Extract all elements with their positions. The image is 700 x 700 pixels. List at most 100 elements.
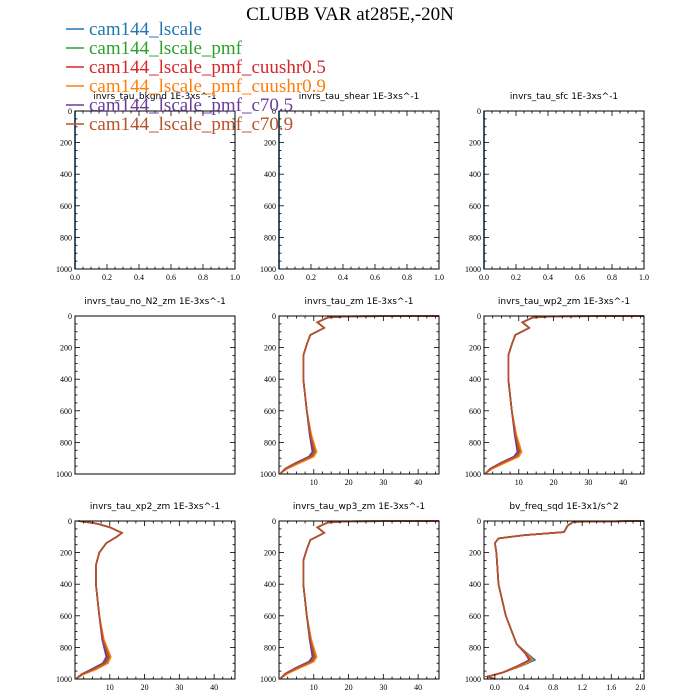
subplot-3: invrs_tau_sfc 1E-3xs^-1 0 200 400 600 800 1000…	[465, 92, 649, 282]
x-tick-label: 0.2	[102, 273, 112, 282]
panels: invrs_tau_bkgnd 1E-3xs^-1020040060080010…	[56, 92, 649, 692]
legend-item: cam144_lscale_pmf	[66, 38, 243, 59]
y-tick-label: 600	[60, 202, 72, 211]
subplot-title: invrs_tau_wp3_zm 1E-3xs^-1	[293, 502, 425, 512]
x-tick-label: 40	[210, 683, 218, 692]
series-line	[485, 315, 645, 474]
series-line	[484, 520, 645, 680]
x-tick-label: 0.6	[370, 273, 380, 282]
series-line	[76, 520, 124, 679]
legend-item: cam144_lscale_pmf_c70.5	[66, 95, 293, 116]
y-tick-label: 200	[469, 344, 481, 353]
y-tick-label: 600	[264, 407, 276, 416]
x-tick-label: 40	[414, 478, 422, 487]
legend-label: cam144_lscale_pmf_cuushr0.5	[89, 57, 326, 78]
y-tick-label: 200	[264, 549, 276, 558]
y-tick-label: 800	[60, 438, 72, 447]
y-tick-label: 200	[60, 139, 72, 148]
x-tick-label: 1.6	[606, 683, 616, 692]
series-group	[484, 520, 645, 680]
y-tick-label: 200	[264, 139, 276, 148]
y-tick-label: 800	[60, 233, 72, 242]
y-tick-label: 400	[469, 375, 481, 384]
x-tick-label: 0.4	[519, 683, 529, 692]
subplot-title: invrs_tau_shear 1E-3xs^-1	[299, 92, 420, 102]
subplot-title: invrs_tau_wp2_zm 1E-3xs^-1	[498, 297, 630, 307]
x-tick-label: 0.0	[70, 273, 80, 282]
y-tick-label: 1000	[56, 265, 72, 274]
plot-frame	[278, 110, 440, 270]
x-tick-label: 20	[141, 683, 149, 692]
y-tick-label: 0	[477, 107, 481, 116]
x-tick-label: 30	[379, 683, 387, 692]
y-tick-label: 1000	[260, 675, 276, 684]
y-tick-label: 600	[469, 202, 481, 211]
x-tick-label: 10	[515, 478, 523, 487]
series-line	[484, 520, 645, 680]
y-tick-label: 600	[264, 612, 276, 621]
subplot-title: bv_freq_sqd 1E-3x1/s^2	[509, 502, 618, 512]
series-line	[484, 520, 645, 680]
legend-label: cam144_lscale_pmf	[89, 38, 243, 59]
subplot-title: invrs_tau_no_N2_zm 1E-3xs^-1	[84, 297, 226, 307]
series-group	[280, 315, 440, 474]
plot-frame	[74, 520, 236, 680]
x-tick-label: 30	[175, 683, 183, 692]
x-tick-label: 0.0	[479, 273, 489, 282]
y-tick-label: 200	[469, 549, 481, 558]
y-tick-label: 800	[469, 233, 481, 242]
legend-label: cam144_lscale	[89, 19, 202, 40]
y-tick-label: 400	[60, 375, 72, 384]
x-tick-label: 0.8	[607, 273, 617, 282]
series-group	[485, 315, 645, 474]
x-tick-label: 1.2	[577, 683, 587, 692]
y-tick-label: 600	[60, 612, 72, 621]
x-tick-label: 0.0	[274, 273, 284, 282]
y-tick-label: 1000	[260, 470, 276, 479]
y-tick-label: 800	[469, 643, 481, 652]
y-tick-label: 600	[469, 612, 481, 621]
x-tick-label: 1.0	[639, 273, 649, 282]
y-tick-label: 0	[272, 107, 276, 116]
y-tick-label: 200	[60, 344, 72, 353]
y-tick-label: 0	[477, 312, 481, 321]
series-group	[76, 520, 124, 679]
y-tick-label: 400	[264, 580, 276, 589]
x-tick-label: 20	[345, 683, 353, 692]
subplot-4: invrs_tau_no_N2_zm 1E-3xs^-1 0 200 400 600 80…	[56, 297, 236, 479]
y-tick-label: 800	[264, 643, 276, 652]
plot-frame	[278, 520, 440, 680]
y-tick-label: 400	[264, 170, 276, 179]
x-tick-label: 1.0	[230, 273, 240, 282]
subplot-6: invrs_tau_wp2_zm 1E-3xs^-1 0 200 400 600 800 1…	[465, 297, 645, 487]
y-tick-label: 0	[272, 517, 276, 526]
x-tick-label: 0.4	[543, 273, 553, 282]
y-tick-label: 1000	[260, 265, 276, 274]
y-tick-label: 0	[68, 312, 72, 321]
series-group	[280, 520, 440, 679]
x-tick-label: 2.0	[635, 683, 645, 692]
series-line	[76, 520, 124, 679]
series-line	[484, 520, 645, 680]
subplot-5: invrs_tau_zm 1E-3xs^-1 0 200 400 600 800 1000 1…	[260, 297, 440, 487]
x-tick-label: 1.0	[434, 273, 444, 282]
subplot-title: invrs_tau_bkgnd 1E-3xs^-1	[93, 92, 217, 102]
y-tick-label: 1000	[465, 470, 481, 479]
x-tick-label: 0.4	[338, 273, 348, 282]
y-tick-label: 400	[60, 580, 72, 589]
x-tick-label: 0.4	[134, 273, 144, 282]
subplot-8: invrs_tau_wp3_zm 1E-3xs^-1 0 200 400 600 800 1…	[260, 502, 440, 692]
series-line	[76, 520, 124, 679]
subplot-title: invrs_tau_zm 1E-3xs^-1	[305, 297, 414, 307]
subplot-title: invrs_tau_sfc 1E-3xs^-1	[510, 92, 618, 102]
y-tick-label: 200	[60, 549, 72, 558]
y-tick-label: 0	[477, 517, 481, 526]
series-line	[280, 315, 440, 474]
x-tick-label: 0.6	[575, 273, 585, 282]
y-tick-label: 600	[469, 407, 481, 416]
y-tick-label: 1000	[56, 675, 72, 684]
plot-frame	[74, 315, 236, 475]
x-tick-label: 10	[106, 683, 114, 692]
x-tick-label: 0.8	[198, 273, 208, 282]
